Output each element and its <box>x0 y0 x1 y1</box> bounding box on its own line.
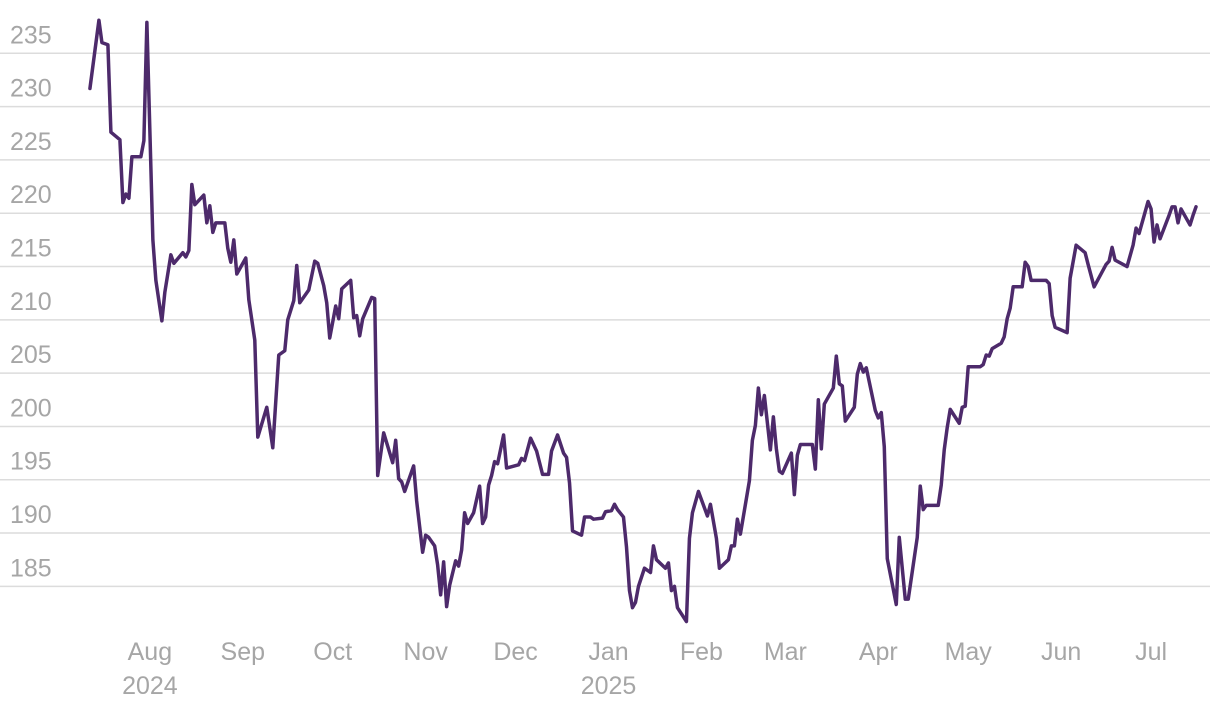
x-tick-label: Jun <box>1041 638 1081 666</box>
x-tick-label: Jan <box>588 638 628 666</box>
y-tick-label: 235 <box>10 21 52 49</box>
x-tick-label: Mar <box>764 638 807 666</box>
x-tick-label: Oct <box>313 638 352 666</box>
y-tick-label: 220 <box>10 181 52 209</box>
y-tick-label: 200 <box>10 394 52 422</box>
x-tick-year: 2025 <box>581 672 637 700</box>
x-tick-label: Jul <box>1135 638 1167 666</box>
price-line <box>88 18 1198 624</box>
x-tick-label: Nov <box>403 638 448 666</box>
y-tick-label: 210 <box>10 288 52 316</box>
x-tick-year: 2024 <box>122 672 178 700</box>
y-tick-label: 190 <box>10 501 52 529</box>
y-tick-label: 215 <box>10 235 52 263</box>
x-tick-label: Sep <box>221 638 265 666</box>
y-tick-label: 225 <box>10 128 52 156</box>
y-tick-label: 195 <box>10 448 52 476</box>
x-tick-label: Aug <box>128 638 172 666</box>
y-tick-label: 230 <box>10 75 52 103</box>
x-tick-label: May <box>945 638 993 666</box>
x-tick-label: Dec <box>493 638 537 666</box>
x-tick-label: Feb <box>680 638 723 666</box>
y-tick-label: 185 <box>10 554 52 582</box>
x-tick-label: Apr <box>859 638 898 666</box>
y-tick-label: 205 <box>10 341 52 369</box>
